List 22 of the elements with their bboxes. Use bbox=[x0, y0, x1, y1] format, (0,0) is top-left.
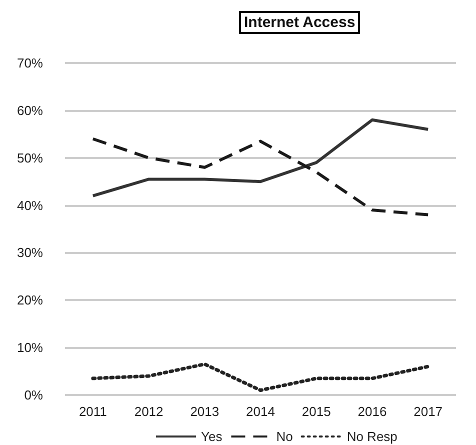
y-tick-label: 20% bbox=[16, 292, 44, 308]
line-series bbox=[91, 118, 430, 198]
line-series bbox=[91, 362, 430, 392]
x-tick-label: 2015 bbox=[302, 404, 331, 419]
y-tick-label: 0% bbox=[24, 388, 44, 402]
legend-label: Yes bbox=[201, 429, 223, 444]
y-tick-label: 30% bbox=[16, 245, 44, 260]
line-series bbox=[91, 137, 430, 216]
y-tick-label: 70% bbox=[16, 56, 44, 70]
legend-label: No Resp bbox=[346, 429, 398, 444]
x-tick-label: 2012 bbox=[134, 404, 164, 419]
chart-title: Internet Access bbox=[244, 14, 356, 31]
x-tick-label: 2017 bbox=[414, 404, 443, 419]
y-tick-label: 50% bbox=[16, 150, 44, 166]
y-tick-label: 60% bbox=[16, 102, 44, 118]
x-tick-label: 2016 bbox=[358, 404, 387, 419]
legend-label: No bbox=[276, 429, 293, 444]
y-tick-label: 10% bbox=[16, 340, 44, 356]
y-tick-label: 40% bbox=[16, 198, 44, 213]
x-tick-label: 2013 bbox=[190, 404, 220, 419]
x-tick-label: 2014 bbox=[246, 404, 275, 419]
x-tick-label: 2011 bbox=[78, 404, 107, 419]
